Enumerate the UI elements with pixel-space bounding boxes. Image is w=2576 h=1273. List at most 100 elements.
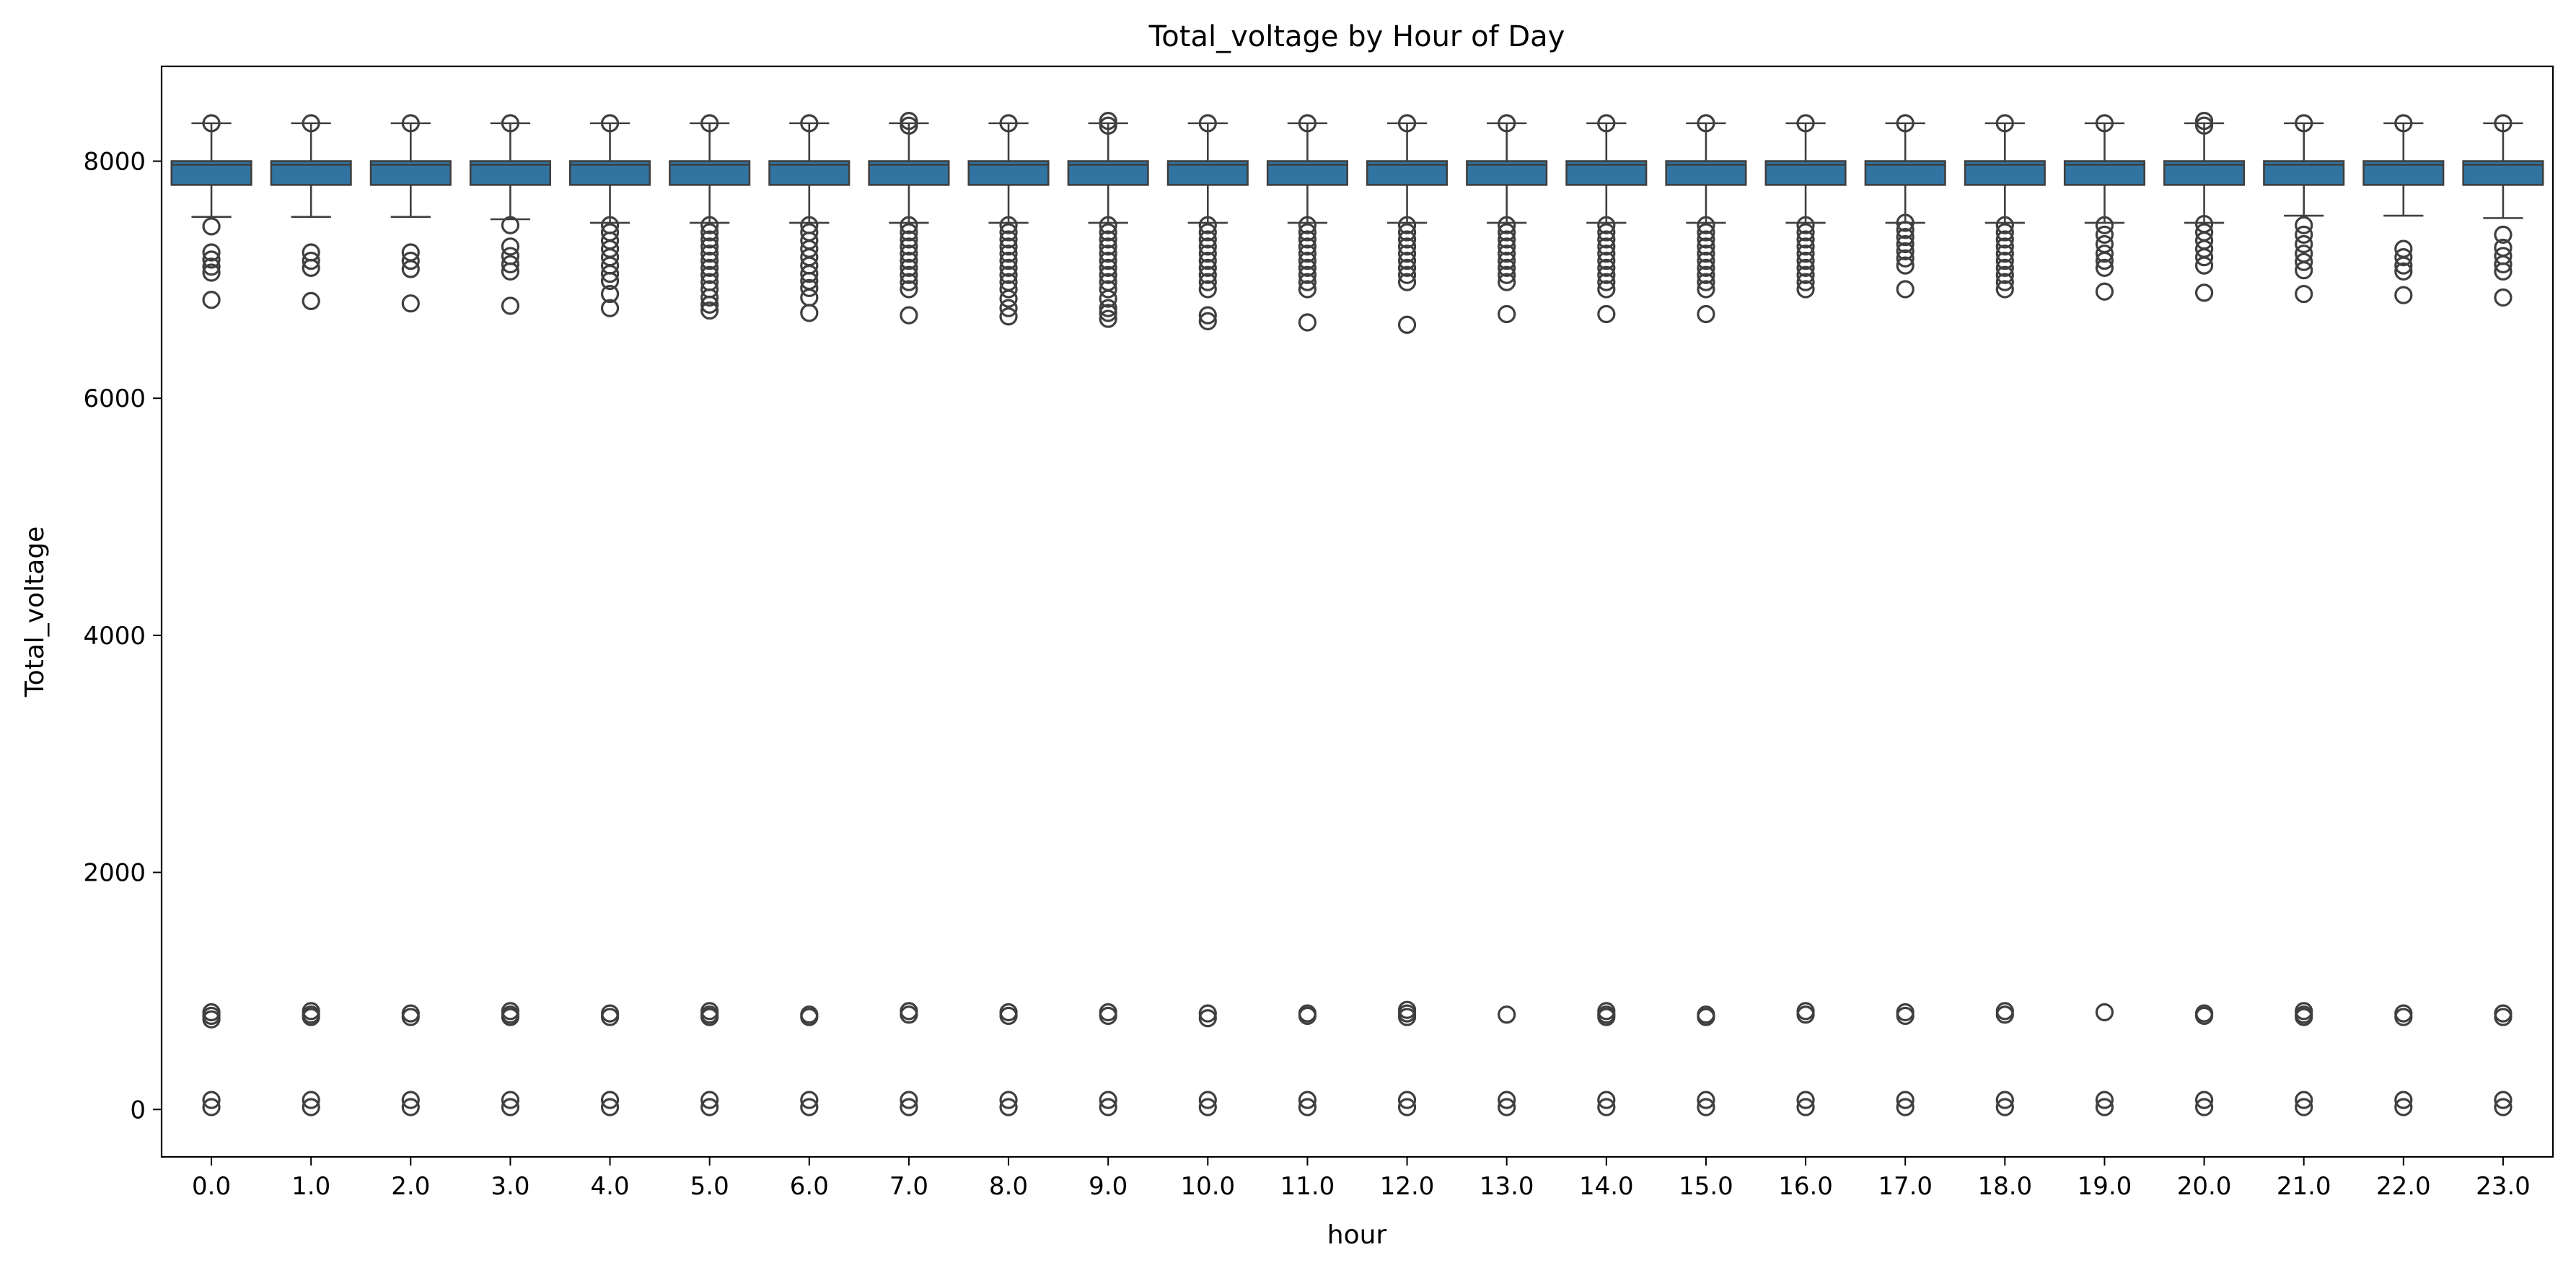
box-group-hour-11.0: [1266, 114, 1348, 1116]
outlier-point: [1397, 1008, 1417, 1026]
outlier-point: [1397, 1098, 1417, 1116]
outlier-point: [1796, 258, 1815, 277]
x-tick-label: 5.0: [690, 1172, 729, 1201]
outlier-point: [2194, 1098, 2214, 1116]
outlier-point: [700, 1098, 719, 1116]
box-group-hour-16.0: [1764, 114, 1847, 1116]
box-group-hour-17.0: [1864, 114, 1946, 1116]
outlier-point: [1597, 223, 1616, 242]
outlier-point: [1597, 258, 1616, 277]
outlier-point: [2394, 286, 2413, 304]
outlier-point: [999, 1091, 1018, 1109]
outlier-point: [900, 251, 918, 270]
outlier-point: [2494, 1091, 2513, 1109]
outlier-point: [1298, 258, 1317, 277]
outlier-point: [1498, 114, 1516, 133]
outlier-point: [1498, 230, 1516, 249]
box-group-hour-15.0: [1665, 114, 1747, 1116]
outlier-point: [1896, 249, 1915, 268]
outlier-point: [1298, 265, 1317, 284]
outlier-point: [1397, 216, 1417, 234]
box-group-hour-9.0: [1067, 112, 1149, 1116]
outlier-point: [1099, 1006, 1117, 1026]
outlier-point: [2295, 234, 2313, 254]
outlier-point: [1099, 223, 1117, 242]
outlier-point: [1697, 1008, 1715, 1026]
outlier-point: [900, 306, 918, 325]
outlier-point: [1298, 223, 1317, 242]
outlier-point: [900, 265, 918, 284]
outlier-point: [501, 1098, 520, 1116]
box-group-hour-6.0: [768, 114, 850, 1116]
box-group-hour-23.0: [2462, 114, 2544, 1116]
outlier-point: [1298, 280, 1317, 299]
outlier-point: [401, 251, 420, 270]
outlier-point: [700, 288, 719, 307]
outlier-point: [1198, 273, 1217, 291]
outlier-point: [900, 1098, 918, 1116]
outlier-point: [1697, 258, 1715, 277]
outlier-point: [900, 116, 918, 135]
box-group-hour-19.0: [2063, 114, 2145, 1116]
outlier-point: [501, 1008, 520, 1026]
outlier-point: [1198, 223, 1217, 242]
outlier-point: [2194, 1091, 2214, 1109]
outlier-point: [1796, 1098, 1815, 1116]
outlier-point: [1995, 273, 2014, 291]
outlier-point: [1099, 116, 1117, 135]
outlier-point: [700, 114, 719, 133]
outlier-point: [2095, 282, 2114, 301]
x-tick-label: 13.0: [1480, 1172, 1534, 1201]
outlier-point: [1298, 237, 1317, 256]
outlier-point: [2194, 112, 2214, 131]
outlier-point: [2095, 216, 2114, 234]
outlier-point: [1298, 313, 1317, 332]
outlier-point: [1796, 1091, 1815, 1109]
outlier-point: [1597, 245, 1616, 263]
outlier-point: [1099, 237, 1117, 256]
outlier-point: [1198, 280, 1217, 299]
outlier-point: [302, 1008, 320, 1026]
outlier-point: [1298, 114, 1317, 133]
outlier-point: [999, 258, 1018, 277]
x-tick-label: 9.0: [1089, 1172, 1127, 1201]
outlier-point: [1498, 245, 1516, 263]
outlier-point: [2095, 258, 2114, 277]
outlier-point: [2295, 225, 2313, 244]
outlier-point: [1397, 230, 1417, 249]
outlier-point: [1099, 265, 1117, 284]
outlier-point: [1397, 251, 1417, 270]
outlier-point: [1597, 280, 1616, 299]
outlier-point: [1099, 304, 1117, 322]
outlier-point: [2494, 288, 2513, 307]
outlier-point: [900, 1005, 918, 1024]
outlier-point: [501, 114, 520, 133]
outlier-point: [2095, 251, 2114, 270]
outlier-point: [1498, 265, 1516, 284]
x-tick-label: 20.0: [2177, 1172, 2232, 1201]
outlier-point: [1796, 1005, 1815, 1024]
outlier-point: [1498, 223, 1516, 242]
outlier-point: [800, 1008, 819, 1026]
x-tick-label: 0.0: [192, 1172, 231, 1201]
box-group-hour-5.0: [669, 114, 751, 1116]
outlier-point: [1697, 273, 1715, 291]
outlier-point: [900, 216, 918, 234]
outlier-point: [202, 1010, 221, 1028]
outlier-point: [1498, 273, 1516, 291]
outlier-point: [1896, 234, 1915, 254]
outlier-point: [1198, 216, 1217, 234]
outlier-point: [999, 307, 1018, 326]
box-group-hour-7.0: [868, 112, 950, 1116]
outlier-point: [1995, 237, 2014, 256]
x-tick-label: 21.0: [2277, 1172, 2331, 1201]
outlier-point: [1697, 223, 1715, 242]
outlier-point: [202, 250, 221, 269]
outlier-point: [1597, 1098, 1616, 1116]
box-group-hour-21.0: [2263, 114, 2345, 1116]
outlier-point: [501, 237, 520, 256]
outlier-point: [2295, 252, 2313, 271]
outlier-point: [2295, 284, 2313, 304]
outlier-point: [1995, 1098, 2014, 1116]
outlier-point: [999, 265, 1018, 284]
